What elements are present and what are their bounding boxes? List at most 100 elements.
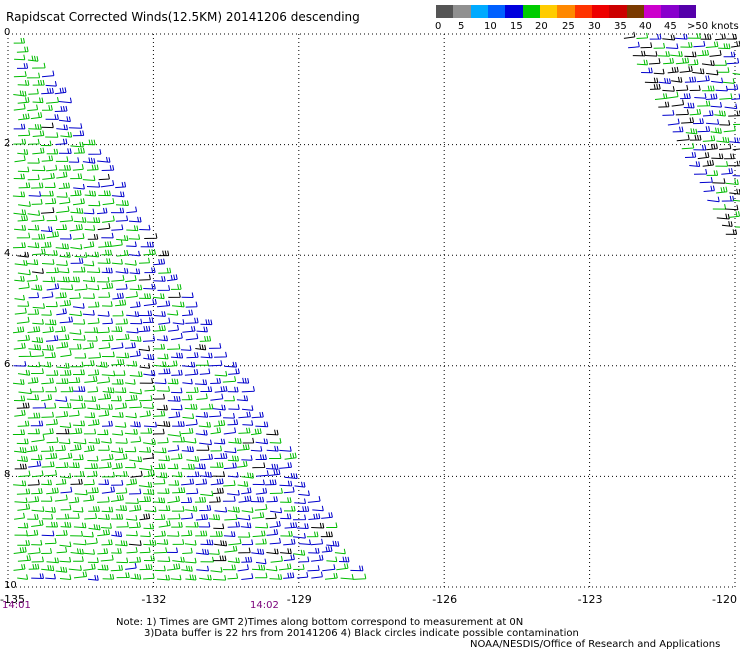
wind-barb xyxy=(41,122,54,129)
legend-label: 20 xyxy=(535,21,548,32)
wind-barb xyxy=(111,275,125,282)
wind-barb xyxy=(170,284,182,290)
wind-barb xyxy=(28,138,40,145)
wind-barb xyxy=(68,496,80,504)
wind-barb xyxy=(181,530,193,537)
wind-barb xyxy=(46,283,60,291)
wind-barb xyxy=(45,335,59,342)
wind-barb xyxy=(83,360,95,366)
wind-barb xyxy=(350,565,364,572)
wind-barb xyxy=(112,430,124,436)
wind-barb xyxy=(54,87,67,95)
wind-barb xyxy=(55,292,67,299)
wind-barb xyxy=(693,168,708,175)
wind-barb xyxy=(116,283,128,290)
wind-barb xyxy=(98,393,112,400)
wind-barb xyxy=(44,352,56,359)
wind-barb xyxy=(185,574,197,581)
wind-barb xyxy=(728,160,740,167)
wind-barb xyxy=(55,396,68,402)
wind-barb xyxy=(102,318,113,325)
wind-barb xyxy=(82,293,95,299)
wind-barb xyxy=(184,437,197,444)
wind-barb xyxy=(298,490,310,496)
wind-barb xyxy=(45,452,58,460)
wind-barb xyxy=(86,267,101,273)
wind-barb xyxy=(228,404,240,410)
wind-barb xyxy=(73,522,87,529)
wind-barb xyxy=(116,235,129,241)
wind-barb xyxy=(679,65,693,73)
wind-barb xyxy=(644,77,659,84)
wind-barb xyxy=(706,69,719,76)
wind-barb xyxy=(14,275,25,282)
legend-swatch xyxy=(453,5,471,18)
note-line-2: 3)Data buffer is 22 hrs from 20141206 4)… xyxy=(144,628,579,639)
wind-barb xyxy=(684,152,697,158)
wind-barb xyxy=(17,522,29,529)
wind-barb xyxy=(729,188,740,195)
wind-barb xyxy=(70,361,84,368)
wind-barb xyxy=(125,446,137,453)
wind-barb xyxy=(172,421,185,427)
wind-barb xyxy=(294,481,306,488)
wind-barb xyxy=(27,479,40,486)
wind-barb xyxy=(42,344,54,351)
wind-barb xyxy=(186,352,199,359)
wind-barb xyxy=(101,523,112,529)
wind-barb xyxy=(719,120,731,126)
wind-barb xyxy=(182,413,195,419)
wind-barb xyxy=(279,462,292,469)
wind-barb xyxy=(166,360,178,368)
wind-barb xyxy=(30,454,43,461)
wind-barb xyxy=(338,556,350,563)
wind-barb xyxy=(40,190,54,197)
wind-barb xyxy=(74,489,88,496)
wind-barb xyxy=(157,488,170,494)
wind-barb xyxy=(41,105,53,111)
wind-barb xyxy=(101,232,114,239)
wind-barb xyxy=(200,539,214,546)
wind-barb xyxy=(87,574,99,581)
wind-barb xyxy=(98,462,112,469)
wind-barb xyxy=(711,153,724,160)
wind-barb xyxy=(83,494,95,502)
wind-barb xyxy=(732,148,740,151)
wind-barb xyxy=(82,157,96,164)
wind-barb xyxy=(70,141,84,148)
wind-barb xyxy=(88,506,100,512)
wind-barb xyxy=(143,539,157,546)
wind-barb xyxy=(665,43,679,49)
wind-barb xyxy=(87,317,100,325)
wind-barb xyxy=(251,564,266,571)
wind-barb xyxy=(101,486,115,494)
wind-barb xyxy=(60,504,72,511)
legend-swatch xyxy=(557,5,575,18)
wind-barb xyxy=(242,437,255,444)
wind-barb xyxy=(14,497,28,504)
wind-barb xyxy=(60,386,74,393)
wind-barb xyxy=(184,403,198,410)
wind-barb xyxy=(18,130,31,137)
wind-barb xyxy=(41,310,52,316)
wind-barb xyxy=(252,462,266,469)
wind-barb xyxy=(241,573,254,580)
wind-barb xyxy=(241,487,252,495)
wind-barb xyxy=(18,470,31,478)
wind-barb xyxy=(171,387,183,394)
wind-barb xyxy=(181,394,193,401)
wind-barb xyxy=(734,226,740,228)
wind-barb xyxy=(110,565,123,572)
wind-barb xyxy=(73,266,86,273)
wind-barb xyxy=(129,371,143,377)
wind-barb xyxy=(658,101,670,108)
wind-barb xyxy=(209,410,222,418)
wind-barb xyxy=(42,326,54,334)
wind-barb xyxy=(255,421,269,428)
wind-barb xyxy=(228,368,240,375)
wind-barb xyxy=(41,445,54,452)
wind-barb xyxy=(69,513,80,519)
wind-barb xyxy=(28,191,42,197)
wind-barb xyxy=(58,165,71,171)
wind-barb xyxy=(214,506,228,513)
